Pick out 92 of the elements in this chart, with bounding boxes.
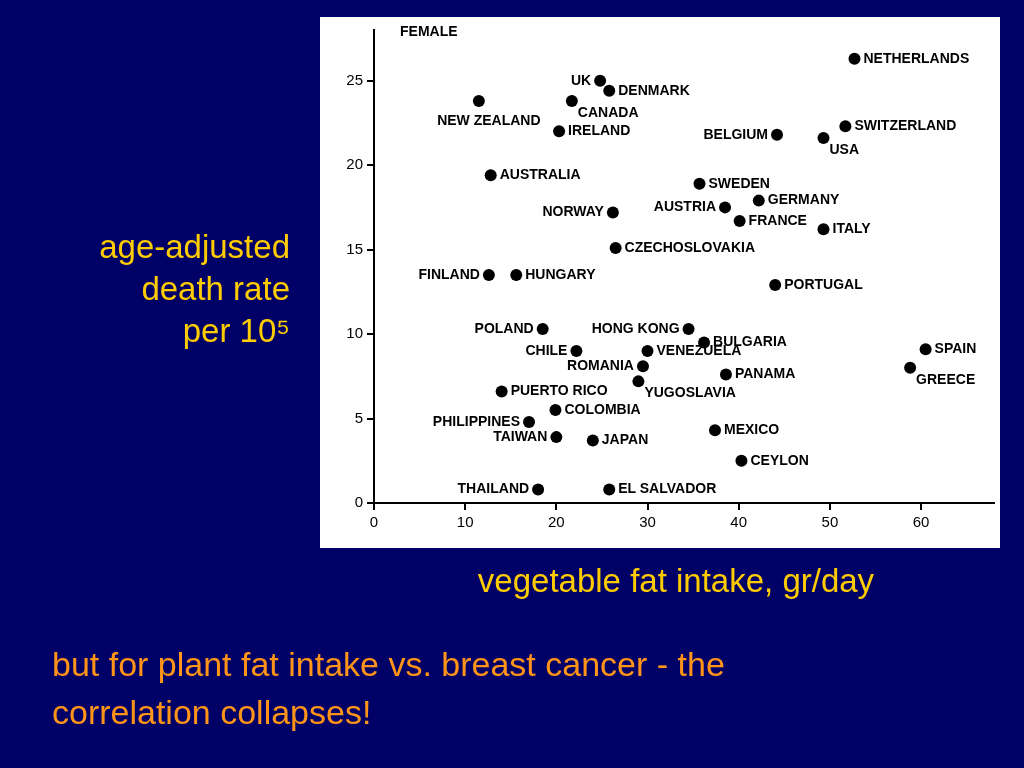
series-label: POLAND xyxy=(474,319,534,336)
series-label: NEW ZEALAND xyxy=(437,111,541,128)
x-tick-label: 20 xyxy=(548,513,565,531)
point xyxy=(641,344,654,357)
series-label: ITALY xyxy=(832,220,872,237)
point xyxy=(609,241,622,254)
point xyxy=(904,361,917,374)
point xyxy=(570,344,583,357)
point xyxy=(472,94,485,107)
series-label: CHILE xyxy=(525,341,568,358)
series-label: PHILIPPINES xyxy=(432,412,520,429)
series-label: GREECE xyxy=(916,370,976,387)
series-label: YUGOSLAVIA xyxy=(644,384,736,401)
series-label: SPAIN xyxy=(934,340,977,357)
y-tick-label: 10 xyxy=(346,324,363,342)
series-label: THAILAND xyxy=(457,480,530,497)
point xyxy=(586,434,599,447)
point xyxy=(817,223,830,236)
point xyxy=(510,268,523,281)
series-label: ROMANIA xyxy=(567,357,634,374)
point xyxy=(482,268,495,281)
point xyxy=(550,431,563,444)
series-label: HONG KONG xyxy=(591,319,680,336)
point xyxy=(693,177,706,190)
point xyxy=(735,454,748,467)
x-tick-label: 0 xyxy=(369,513,379,531)
series-label: AUSTRALIA xyxy=(499,166,581,183)
point xyxy=(606,206,619,219)
point xyxy=(771,128,783,141)
point xyxy=(709,424,721,437)
text: but for plant fat intake vs. breast cancer - the correlation collapses! xyxy=(52,644,726,733)
series-label: PUERTO RICO xyxy=(510,382,608,399)
series-label: DENMARK xyxy=(618,81,690,98)
point xyxy=(636,360,649,373)
point xyxy=(603,84,616,97)
series-label: AUSTRIA xyxy=(653,198,717,215)
y-tick-label: 0 xyxy=(354,493,363,511)
series-label: MEXICO xyxy=(724,421,780,438)
series-label: SWITZERLAND xyxy=(854,117,957,134)
series-label: JAPAN xyxy=(601,431,649,448)
point xyxy=(839,120,852,133)
x-tick-label: 40 xyxy=(730,513,748,531)
series-label: HUNGARY xyxy=(525,265,597,282)
point xyxy=(752,194,765,207)
point xyxy=(719,201,732,214)
point xyxy=(719,368,732,381)
series-label: EL SALVADOR xyxy=(618,480,717,497)
point xyxy=(603,483,616,496)
series-label: PANAMA xyxy=(734,365,796,382)
series-label: CEYLON xyxy=(750,451,809,468)
series-label: USA xyxy=(829,140,860,157)
series-label: CANADA xyxy=(577,103,639,120)
series-label: IRELAND xyxy=(568,122,631,139)
point xyxy=(919,343,932,356)
point xyxy=(682,323,695,335)
point xyxy=(553,125,566,138)
point xyxy=(817,132,830,145)
series-label: COLOMBIA xyxy=(564,400,641,417)
point xyxy=(495,385,508,398)
point xyxy=(536,323,549,335)
point xyxy=(523,415,535,428)
point xyxy=(549,404,562,417)
x-tick-label: 10 xyxy=(456,513,474,531)
series-label: CZECHOSLOVAKIA xyxy=(624,238,756,255)
y-tick-label: 15 xyxy=(346,239,363,257)
point xyxy=(484,169,497,182)
series-label: GERMANY xyxy=(767,191,840,208)
series-label: PORTUGAL xyxy=(784,275,864,292)
series-label: BELGIUM xyxy=(703,125,768,142)
x-tick-label: 30 xyxy=(639,513,656,531)
point xyxy=(769,279,782,292)
series-label: FRANCE xyxy=(748,211,807,228)
point xyxy=(594,74,607,87)
point xyxy=(532,483,545,496)
point xyxy=(565,94,578,107)
y-tick-label: 25 xyxy=(346,70,363,88)
point xyxy=(733,214,746,227)
series-label: TAIWAN xyxy=(493,427,548,444)
series-label: NORWAY xyxy=(542,203,605,220)
series-label: SWEDEN xyxy=(708,174,770,191)
y-tick-label: 5 xyxy=(354,408,363,426)
y-tick-label: 20 xyxy=(346,155,363,173)
series-label: NETHERLANDS xyxy=(863,49,970,66)
point xyxy=(848,52,861,65)
x-tick-label: 50 xyxy=(821,513,839,531)
point xyxy=(632,375,645,388)
y-axis-title: age-adjusted death rate per 10⁵ xyxy=(98,227,290,351)
series-label: UK xyxy=(570,71,592,88)
x-tick-label: 60 xyxy=(912,513,930,531)
annotation: FEMALE xyxy=(400,22,458,39)
x-axis-title: vegetable fat intake, gr/day xyxy=(476,561,876,601)
series-label: FINLAND xyxy=(418,265,480,282)
